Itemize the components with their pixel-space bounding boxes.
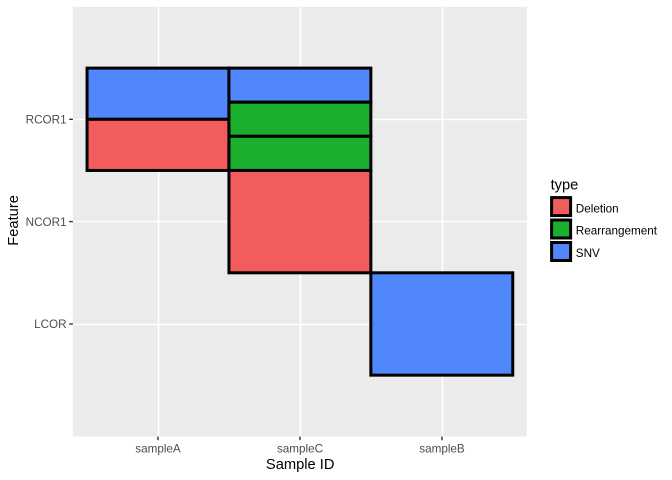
svg-text:SNV: SNV — [576, 247, 600, 260]
svg-text:sampleC: sampleC — [277, 443, 323, 456]
svg-text:sampleA: sampleA — [135, 443, 181, 456]
svg-text:LCOR: LCOR — [34, 318, 66, 331]
svg-text:Sample ID: Sample ID — [266, 457, 335, 473]
svg-text:Rearrangement: Rearrangement — [576, 225, 658, 238]
svg-text:type: type — [551, 177, 579, 193]
svg-text:RCOR1: RCOR1 — [26, 114, 67, 127]
svg-text:Deletion: Deletion — [576, 202, 619, 215]
svg-text:Feature: Feature — [6, 195, 22, 246]
svg-text:sampleB: sampleB — [419, 443, 465, 456]
svg-text:NCOR1: NCOR1 — [26, 216, 67, 229]
